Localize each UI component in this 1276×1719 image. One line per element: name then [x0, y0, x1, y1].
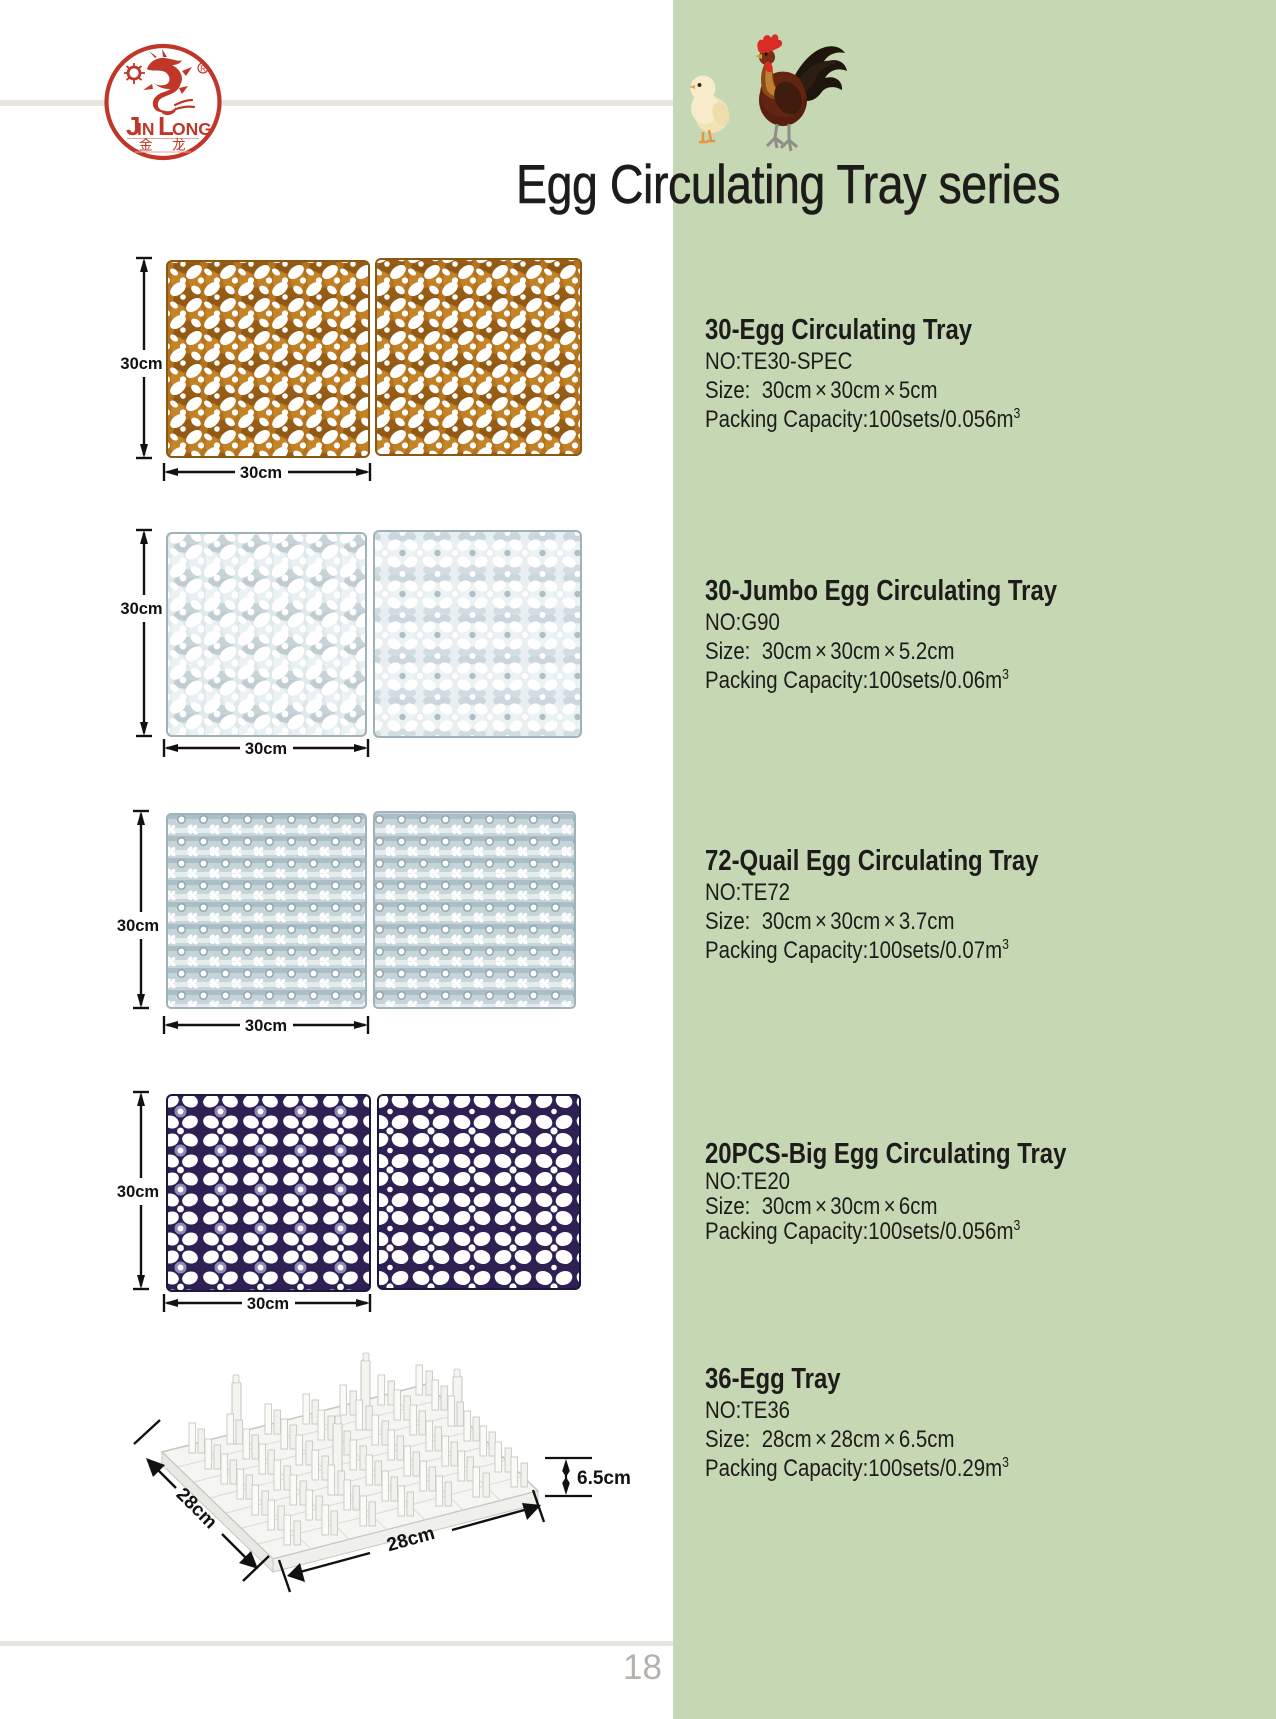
svg-text:30cm: 30cm — [247, 1295, 289, 1313]
svg-text:30cm: 30cm — [120, 355, 162, 373]
svg-text:龙: 龙 — [172, 138, 186, 153]
svg-text:30cm: 30cm — [117, 1183, 159, 1201]
svg-text:IN: IN — [137, 119, 155, 139]
svg-text:金: 金 — [139, 138, 153, 153]
svg-text:ONG: ONG — [172, 119, 212, 139]
svg-text:30cm: 30cm — [245, 740, 287, 758]
svg-text:30cm: 30cm — [117, 917, 159, 935]
svg-text:6.5cm: 6.5cm — [577, 1468, 631, 1489]
svg-text:30cm: 30cm — [240, 464, 282, 482]
svg-text:R: R — [200, 65, 206, 74]
svg-text:30cm: 30cm — [120, 600, 162, 618]
svg-text:J: J — [126, 111, 140, 141]
svg-text:L: L — [158, 111, 174, 141]
svg-text:30cm: 30cm — [245, 1017, 287, 1035]
